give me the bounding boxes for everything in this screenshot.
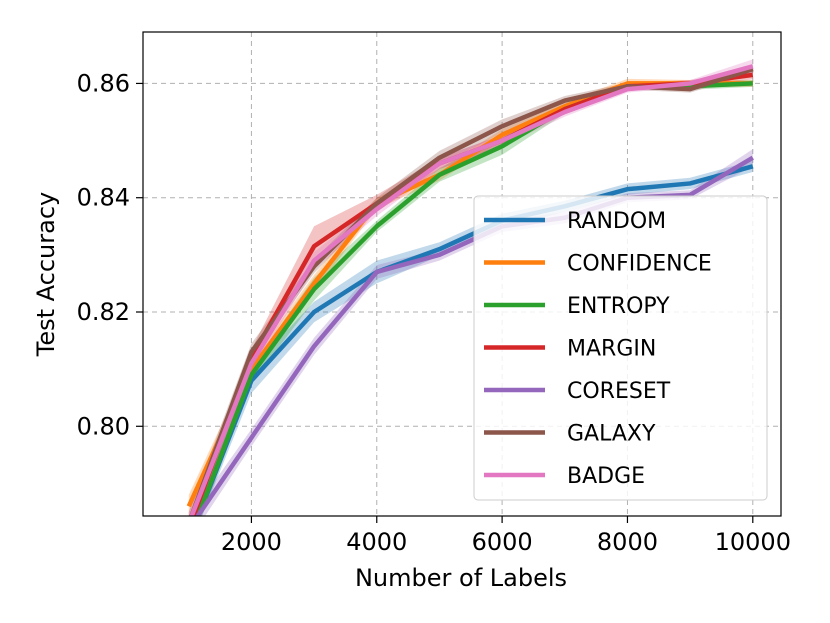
legend-label-margin: MARGIN	[567, 337, 656, 362]
x-tick-label: 2000	[221, 528, 282, 556]
legend-label-entropy: ENTROPY	[567, 294, 670, 319]
legend-label-coreset: CORESET	[567, 379, 671, 404]
band-galaxy	[188, 64, 753, 516]
legend-frame	[473, 195, 768, 501]
plot-frame	[142, 31, 782, 517]
legend-label-galaxy: GALAXY	[567, 422, 656, 447]
y-axis-label: Test Accuracy	[32, 192, 60, 357]
x-tick-label: 4000	[346, 528, 407, 556]
y-tick-label: 0.84	[77, 184, 130, 212]
y-tick-label: 0.80	[77, 412, 130, 440]
axis-ticks: 2000 4000 6000 8000 10000 0.80 0.82 0.84 0.86	[77, 69, 791, 556]
x-axis-label: Number of Labels	[355, 564, 567, 592]
line-random	[195, 164, 754, 516]
y-tick-label: 0.86	[77, 69, 130, 97]
x-tick-label: 6000	[472, 528, 533, 556]
y-tick-label: 0.82	[77, 298, 130, 326]
x-tick-label: 10000	[715, 528, 791, 556]
legend-label-random: RANDOM	[567, 209, 666, 234]
legend-label-badge: BADGE	[567, 464, 645, 489]
legend-label-confidence: CONFIDENCE	[567, 252, 712, 277]
line-badge	[189, 64, 754, 516]
legend: RANDOM CONFIDENCE ENTROPY MARGIN CORESET GALA…	[473, 195, 768, 501]
x-tick-label: 8000	[597, 528, 658, 556]
